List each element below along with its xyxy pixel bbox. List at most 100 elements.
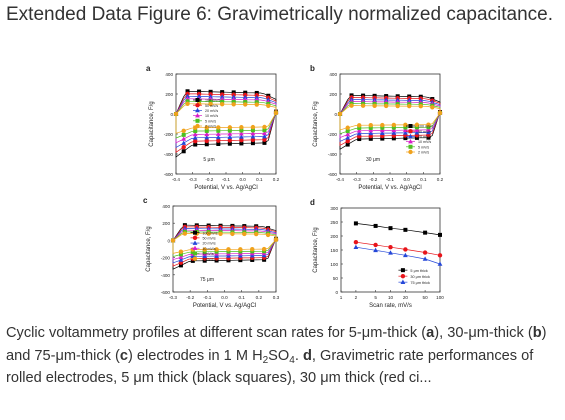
cv-point xyxy=(391,127,397,133)
legend-marker xyxy=(195,98,200,102)
y-axis-label: Capacitance, F/g xyxy=(149,101,155,146)
cv-point xyxy=(239,137,244,143)
cv-point xyxy=(262,137,267,142)
x-tick-label: -0.4 xyxy=(172,177,180,182)
data-point xyxy=(373,223,378,228)
cv-point xyxy=(218,231,223,236)
cv-point xyxy=(231,102,236,107)
cv-point xyxy=(170,238,176,243)
x-axis-label: Potential, V vs. Ag/AgCl xyxy=(358,185,421,191)
cv-point xyxy=(214,253,219,258)
cv-point xyxy=(181,144,186,150)
legend-label: 5 mV/s xyxy=(418,145,429,149)
legend-label: 2 mV/s xyxy=(418,151,429,155)
cv-point xyxy=(368,136,373,141)
x-tick-label: 0.2 xyxy=(437,177,444,182)
cv-point xyxy=(253,231,259,237)
legend-label: 10 mV/s xyxy=(205,114,218,118)
cv-point xyxy=(181,149,186,154)
legend-marker xyxy=(408,124,413,128)
data-point xyxy=(403,247,408,252)
cv-point xyxy=(202,253,208,259)
cv-point xyxy=(395,103,400,109)
legend-label: 100 mV/s xyxy=(418,125,433,129)
cv-point xyxy=(403,125,408,130)
cv-point xyxy=(368,122,373,128)
cv-point xyxy=(265,232,271,238)
cv-point xyxy=(202,258,207,263)
data-point xyxy=(403,227,408,232)
cv-point xyxy=(238,134,244,139)
cv-point xyxy=(383,103,389,109)
cv-point xyxy=(345,129,350,134)
cv-point xyxy=(192,131,198,137)
cv-point xyxy=(220,99,225,104)
cv-point xyxy=(238,131,244,136)
cv-point xyxy=(391,136,396,141)
y-axis-label: Capacitance, F/g xyxy=(313,227,319,272)
cv-point xyxy=(208,101,213,107)
cv-point xyxy=(216,138,221,143)
cv-point xyxy=(380,136,385,141)
cv-curve-6 xyxy=(172,233,277,254)
cv-point xyxy=(402,130,408,135)
y-tick-label: -200 xyxy=(164,132,174,137)
series-line xyxy=(355,241,441,256)
cv-point xyxy=(266,103,271,108)
cv-point xyxy=(379,130,385,135)
cv-point xyxy=(337,111,343,117)
cv-point xyxy=(250,124,256,130)
cv-point xyxy=(185,99,190,104)
cv-point xyxy=(202,249,207,254)
cv-point xyxy=(407,103,412,109)
cv-point xyxy=(181,136,187,141)
y-tick-label: 200 xyxy=(165,92,173,97)
legend-marker xyxy=(400,273,406,279)
x-tick-label: 2 xyxy=(355,295,358,300)
cv-point xyxy=(178,263,183,268)
data-point xyxy=(388,226,393,231)
cv-point xyxy=(208,99,213,104)
cv-point xyxy=(262,128,267,133)
thickness-label: 5 μm xyxy=(203,157,214,163)
cv-point xyxy=(262,130,267,136)
x-tick-label: 50 xyxy=(423,295,429,300)
cv-point xyxy=(227,138,233,143)
cv-point xyxy=(181,132,186,137)
x-tick-label: -0.3 xyxy=(189,177,197,182)
x-tick-label: -0.3 xyxy=(169,295,177,300)
cv-point xyxy=(181,140,187,145)
x-axis-label: Potential, V vs. Ag/AgCl xyxy=(193,303,256,309)
cv-point xyxy=(214,249,219,254)
cv-point xyxy=(242,94,248,100)
x-tick-label: 0.2 xyxy=(273,177,280,182)
cv-point xyxy=(173,111,179,117)
legend-marker xyxy=(400,279,406,284)
legend-marker xyxy=(408,129,413,134)
x-axis-label: Potential, V vs. Ag/AgCl xyxy=(194,185,257,191)
thickness-label: 30 μm xyxy=(366,157,380,163)
x-tick-label: 0.0 xyxy=(221,295,228,300)
cv-point xyxy=(231,94,237,99)
cv-point xyxy=(345,135,351,140)
cv-point xyxy=(193,142,198,147)
cv-point xyxy=(216,128,221,133)
cv-point xyxy=(426,127,431,132)
cv-point xyxy=(345,131,351,137)
legend-label: 30 μm thick xyxy=(410,275,430,279)
panel-d-rate-plot: d 300 250 200 150 100 50 01 2 5 10 20 50 100 Capacitan… xyxy=(310,198,444,309)
cv-point xyxy=(204,128,209,133)
cv-point xyxy=(345,125,350,130)
cv-curve-6 xyxy=(175,103,277,134)
y-tick-label: 200 xyxy=(330,234,338,239)
cv-point xyxy=(181,128,186,133)
x-tick-label: -0.1 xyxy=(222,177,230,182)
cv-point xyxy=(185,93,190,99)
cv-point xyxy=(261,246,267,252)
cv-point xyxy=(262,124,267,130)
cv-point xyxy=(227,141,232,146)
cv-point xyxy=(368,128,374,133)
cv-point xyxy=(418,104,423,109)
legend-label: 10 mV/s xyxy=(418,140,431,144)
